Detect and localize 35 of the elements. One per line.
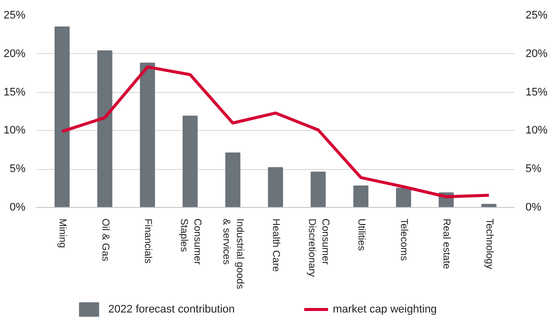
bar — [225, 152, 240, 208]
x-tick-label: Utilities — [355, 218, 366, 251]
y2-tick-label: 20% — [526, 48, 548, 60]
bar — [140, 62, 156, 208]
x-tick-label: Consumer Discretionary — [306, 218, 330, 277]
x-tick-label: Oil & Gas — [99, 218, 110, 262]
bar — [182, 116, 198, 208]
line-series — [60, 65, 490, 198]
y-tick-label: 0% — [10, 202, 26, 214]
bar — [353, 185, 368, 208]
legend-label: market cap weighting — [332, 304, 437, 316]
x-tick-label: Real estate — [440, 218, 452, 270]
y-tick-label: 25% — [3, 10, 26, 22]
y2-tick-label: 0% — [526, 202, 542, 214]
legend-label: 2022 forecast contribution — [108, 304, 235, 316]
bar — [97, 50, 112, 208]
bar — [396, 188, 412, 208]
y-tick-label: 5% — [10, 163, 26, 176]
y-tick-label: 15% — [3, 86, 26, 98]
x-tick-label: Consumer Staples — [178, 218, 202, 266]
y2-tick-label: 15% — [526, 86, 548, 98]
y2-tick-label: 25% — [526, 10, 548, 22]
y-tick-label: 10% — [3, 124, 26, 137]
bar — [54, 26, 70, 208]
x-tick-label: Mining — [56, 218, 68, 248]
y-tick-label: 20% — [3, 48, 26, 60]
x-tick-label: Technology — [483, 218, 494, 270]
y2-tick-label: 10% — [526, 124, 548, 137]
x-tick-label: Financials — [142, 218, 153, 264]
x-tick-label: Industrial goods & services — [220, 218, 245, 290]
bar — [310, 172, 326, 208]
bar — [268, 167, 284, 208]
x-tick-label: Telecoms — [398, 218, 410, 261]
y2-tick-label: 5% — [526, 163, 542, 176]
x-tick-label: Health Care — [270, 218, 281, 272]
